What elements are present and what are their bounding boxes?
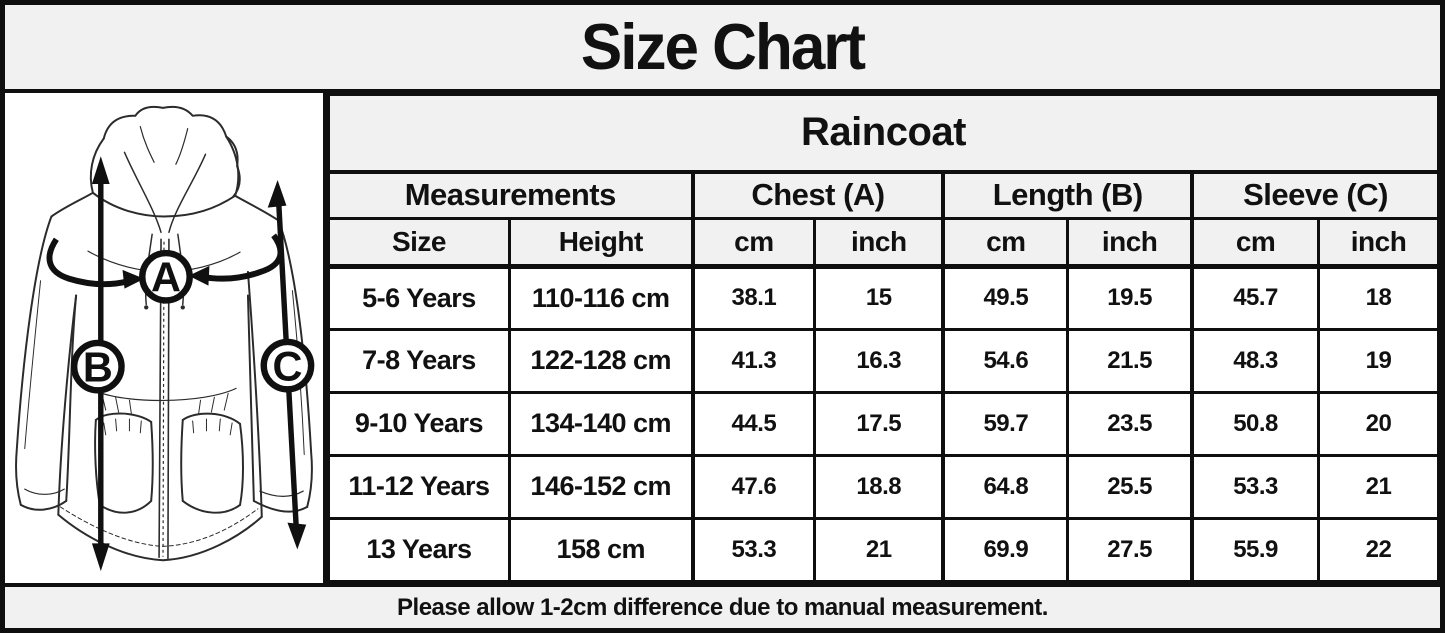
height-cell: 158 cm (507, 516, 695, 584)
measurement-note: Please allow 1-2cm difference due to man… (397, 593, 1048, 621)
length-label: B (83, 343, 113, 390)
col-height: Height (507, 217, 695, 269)
sleeve-cm-cell: 55.9 (1190, 516, 1321, 584)
length-cm-cell: 59.7 (941, 390, 1070, 457)
size-cell: 7-8 Years (327, 327, 511, 394)
col-group-measurements: Measurements (326, 170, 695, 221)
size-cell: 9-10 Years (327, 390, 511, 457)
length-inch-cell: 23.5 (1066, 390, 1194, 457)
height-cell: 134-140 cm (507, 390, 695, 457)
col-group-length: Length (B) (941, 170, 1194, 221)
length-inch-cell: 25.5 (1066, 453, 1194, 520)
raincoat-sketch (15, 105, 313, 562)
size-cell: 5-6 Years (327, 264, 511, 331)
height-cell: 122-128 cm (507, 327, 695, 394)
col-group-chest: Chest (A) (690, 170, 945, 221)
col-chest-inch: inch (813, 217, 945, 269)
sleeve-inch-cell: 21 (1317, 453, 1440, 520)
col-size: Size (327, 217, 511, 269)
table-row: 11-12 Years 146-152 cm 47.6 18.8 64.8 25… (327, 453, 1440, 520)
main-area: A B C Raincoat (5, 92, 1440, 584)
chest-arrow-left (46, 237, 132, 288)
chest-label-badge (139, 249, 193, 304)
note-bar: Please allow 1-2cm difference due to man… (5, 583, 1440, 628)
chest-inch-cell: 15 (813, 264, 945, 331)
size-cell: 11-12 Years (327, 453, 511, 520)
length-inch-cell: 21.5 (1066, 327, 1194, 394)
chest-inch-cell: 18.8 (813, 453, 945, 520)
chest-cm-cell: 44.5 (690, 390, 817, 457)
sleeve-inch-cell: 19 (1317, 327, 1440, 394)
size-table-wrap: Raincoat Measurements Chest (A) Length (… (326, 92, 1440, 584)
chest-inch-cell: 16.3 (813, 327, 945, 394)
table-row: 5-6 Years 110-116 cm 38.1 15 49.5 19.5 4… (327, 264, 1440, 331)
raincoat-illustration: A B C (15, 105, 315, 572)
title-bar: Size Chart (5, 5, 1440, 93)
col-group-sleeve: Sleeve (C) (1190, 170, 1440, 221)
sleeve-inch-cell: 22 (1317, 516, 1440, 584)
length-cm-cell: 54.6 (941, 327, 1070, 394)
sleeve-cm-cell: 50.8 (1190, 390, 1321, 457)
sleeve-cm-cell: 48.3 (1190, 327, 1321, 394)
col-chest-cm: cm (690, 217, 817, 269)
product-name: Raincoat (327, 92, 1440, 174)
chest-label: A (151, 254, 181, 301)
length-label-badge (70, 339, 125, 394)
height-cell: 110-116 cm (507, 264, 695, 331)
sleeve-inch-cell: 20 (1317, 390, 1440, 457)
col-length-inch: inch (1066, 217, 1194, 269)
chest-arrow-right (201, 233, 284, 282)
height-cell: 146-152 cm (507, 453, 695, 520)
size-cell: 13 Years (327, 516, 511, 584)
product-header-row: Raincoat (327, 92, 1440, 174)
length-cm-cell: 64.8 (941, 453, 1070, 520)
length-cm-cell: 69.9 (941, 516, 1070, 584)
table-row: 7-8 Years 122-128 cm 41.3 16.3 54.6 21.5… (327, 327, 1440, 394)
group-header-row: Measurements Chest (A) Length (B) Sleeve… (326, 170, 1440, 221)
sleeve-cm-cell: 45.7 (1190, 264, 1321, 331)
chest-inch-cell: 21 (813, 516, 945, 584)
length-inch-cell: 27.5 (1066, 516, 1194, 584)
col-sleeve-inch: inch (1317, 217, 1440, 269)
chest-cm-cell: 38.1 (690, 264, 817, 331)
table-row: 9-10 Years 134-140 cm 44.5 17.5 59.7 23.… (327, 390, 1440, 457)
chest-cm-cell: 41.3 (690, 327, 817, 394)
chest-cm-cell: 47.6 (690, 453, 817, 520)
table-row: 13 Years 158 cm 53.3 21 69.9 27.5 55.9 2… (327, 516, 1440, 584)
length-inch-cell: 19.5 (1066, 264, 1194, 331)
raincoat-diagram-panel: A B C (5, 93, 327, 583)
sleeve-label-badge (260, 338, 315, 393)
chest-cm-cell: 53.3 (690, 516, 817, 584)
col-length-cm: cm (941, 217, 1070, 269)
col-sleeve-cm: cm (1190, 217, 1321, 269)
size-table: Raincoat Measurements Chest (A) Length (… (326, 92, 1440, 584)
length-cm-cell: 49.5 (941, 264, 1070, 331)
sleeve-label: C (272, 342, 302, 389)
sleeve-cm-cell: 53.3 (1190, 453, 1321, 520)
measurement-arrows: A B C (46, 156, 315, 572)
sleeve-inch-cell: 18 (1317, 264, 1440, 331)
sub-header-row: Size Height cm inch cm inch cm inch (327, 217, 1440, 269)
chest-inch-cell: 17.5 (813, 390, 945, 457)
page-title: Size Chart (580, 11, 866, 83)
